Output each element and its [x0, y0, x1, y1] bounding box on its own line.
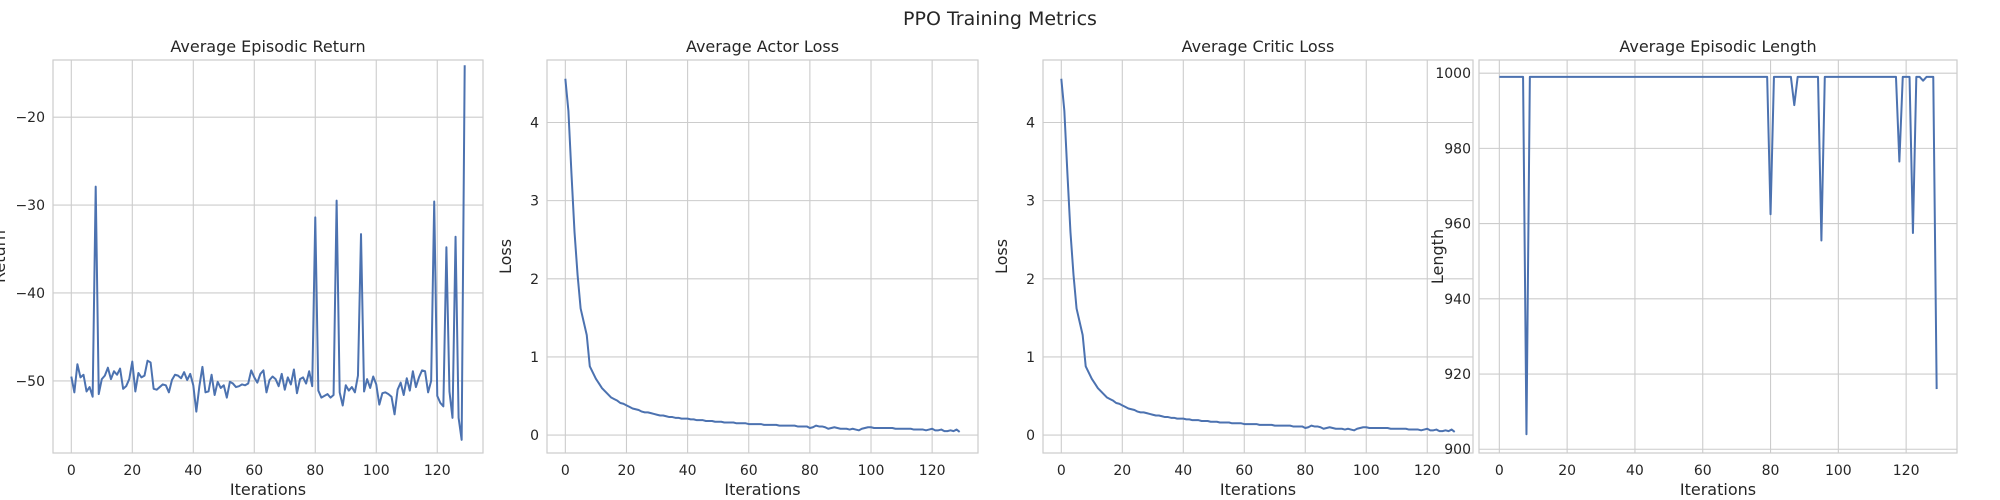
y-axis-label: Loss	[992, 239, 1011, 274]
figure-title: PPO Training Metrics	[903, 8, 1097, 30]
subplot-length: 0 20 40 60 80 100 120 900 920 940 960 980 1000 Averag…	[1428, 37, 1958, 499]
x-tick-label: 60	[1694, 463, 1712, 479]
subplot-title: Average Episodic Return	[170, 37, 365, 56]
x-tick-label: 20	[123, 463, 141, 479]
y-tick-label: −50	[15, 374, 45, 390]
plot-frame	[546, 59, 979, 454]
x-tick-label: 80	[801, 463, 819, 479]
x-tick-label: 0	[1057, 463, 1066, 479]
subplot-critic-loss: 0 20 40 60 80 100 120 0 1 2 3 4 Average Critic Loss I…	[992, 37, 1474, 499]
series-line	[1060, 78, 1456, 433]
y-tick-label: 1	[530, 350, 539, 366]
plot-frame	[1478, 59, 1958, 454]
x-tick-label: 120	[424, 463, 451, 479]
y-tick-label: 2	[530, 272, 539, 288]
y-tick-label: 920	[1444, 367, 1471, 383]
x-tick-label: 80	[306, 463, 324, 479]
x-tick-label: 100	[1353, 463, 1380, 479]
x-tick-label: 80	[1296, 463, 1314, 479]
x-tick-label: 20	[1558, 463, 1576, 479]
plot-frame	[1042, 59, 1474, 454]
x-tick-label: 100	[363, 463, 390, 479]
y-tick-label: 1000	[1435, 66, 1471, 82]
x-tick-label: 40	[184, 463, 202, 479]
x-tick-label: 20	[1113, 463, 1131, 479]
y-tick-label: 3	[1026, 194, 1035, 210]
x-tick-label: 40	[679, 463, 697, 479]
x-tick-label: 60	[245, 463, 263, 479]
x-axis-label: Iterations	[1680, 480, 1756, 499]
x-tick-label: 40	[1626, 463, 1644, 479]
x-tick-label: 0	[561, 463, 570, 479]
x-tick-label: 0	[1495, 463, 1504, 479]
series-line	[1499, 75, 1938, 436]
y-tick-label: 960	[1444, 217, 1471, 233]
x-axis-label: Iterations	[724, 480, 800, 499]
x-tick-label: 60	[1235, 463, 1253, 479]
x-tick-label: 0	[67, 463, 76, 479]
y-axis-label: Length	[1428, 229, 1447, 284]
subplot-title: Average Critic Loss	[1182, 37, 1335, 56]
series-line	[564, 78, 961, 433]
x-tick-label: 120	[919, 463, 946, 479]
y-tick-label: 980	[1444, 141, 1471, 157]
plot-frame	[52, 59, 484, 454]
series-line	[70, 65, 466, 441]
x-tick-label: 120	[1893, 463, 1920, 479]
subplot-title: Average Episodic Length	[1619, 37, 1816, 56]
y-axis-label: Loss	[496, 239, 515, 274]
y-tick-label: 2	[1026, 272, 1035, 288]
subplot-actor-loss: 0 20 40 60 80 100 120 0 1 2 3 4 Average Actor Loss It…	[496, 37, 979, 499]
x-tick-label: 120	[1414, 463, 1441, 479]
y-axis-label: Return	[0, 230, 9, 283]
y-tick-label: 4	[530, 116, 539, 132]
x-tick-label: 60	[740, 463, 758, 479]
subplot-title: Average Actor Loss	[686, 37, 839, 56]
y-tick-label: 3	[530, 194, 539, 210]
y-tick-label: −40	[15, 286, 45, 302]
y-tick-label: −30	[15, 198, 45, 214]
y-tick-label: 900	[1444, 442, 1471, 458]
y-tick-label: 0	[1026, 428, 1035, 444]
x-tick-label: 20	[618, 463, 636, 479]
y-tick-label: 1	[1026, 350, 1035, 366]
y-tick-label: 0	[530, 428, 539, 444]
x-tick-label: 100	[858, 463, 885, 479]
subplot-return: 0 20 40 60 80 100 120 −50 −40 −30 −20 Average Episo…	[0, 37, 484, 499]
y-tick-label: 4	[1026, 116, 1035, 132]
x-tick-label: 40	[1174, 463, 1192, 479]
x-axis-label: Iterations	[230, 480, 306, 499]
x-tick-label: 80	[1762, 463, 1780, 479]
y-tick-label: −20	[15, 110, 45, 126]
x-axis-label: Iterations	[1220, 480, 1296, 499]
y-tick-label: 940	[1444, 292, 1471, 308]
x-tick-label: 100	[1825, 463, 1852, 479]
